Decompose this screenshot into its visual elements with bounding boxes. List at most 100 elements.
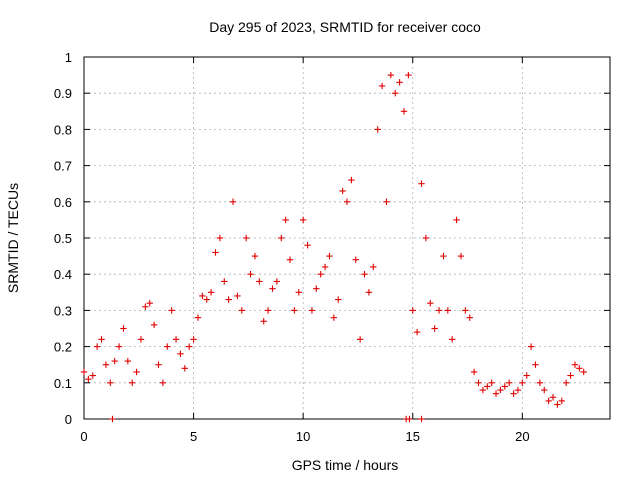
data-point xyxy=(348,176,355,184)
data-point xyxy=(405,71,412,79)
data-point xyxy=(475,379,482,386)
data-point xyxy=(343,198,351,205)
data-point xyxy=(260,318,267,325)
data-point xyxy=(109,415,116,423)
data-point xyxy=(562,379,570,386)
data-point xyxy=(541,386,548,394)
data-point xyxy=(282,216,289,224)
data-point xyxy=(238,307,245,314)
data-point xyxy=(229,198,237,205)
data-point xyxy=(124,357,132,365)
data-point xyxy=(326,252,333,260)
data-point xyxy=(383,198,390,205)
data-point xyxy=(370,263,377,271)
data-point xyxy=(549,394,557,401)
data-point xyxy=(501,383,508,390)
y-tick-label: 0.4 xyxy=(54,267,72,282)
data-point xyxy=(295,289,302,296)
data-point xyxy=(212,249,219,256)
data-point xyxy=(558,397,565,405)
data-point xyxy=(479,386,487,394)
x-tick-label: 20 xyxy=(515,429,529,444)
data-point xyxy=(93,343,101,350)
data-point xyxy=(137,336,145,343)
data-point xyxy=(107,379,114,386)
y-tick-label: 0.7 xyxy=(54,159,72,174)
data-point xyxy=(466,314,473,321)
data-point xyxy=(378,82,386,90)
data-point xyxy=(120,325,127,332)
data-point xyxy=(365,289,373,296)
data-point xyxy=(216,234,224,242)
data-point xyxy=(146,299,153,307)
data-point xyxy=(115,343,123,350)
data-point xyxy=(111,357,118,365)
y-tick-label: 1 xyxy=(65,50,72,65)
y-tick-label: 0.5 xyxy=(54,231,72,246)
data-point xyxy=(545,397,552,405)
data-point xyxy=(102,361,110,368)
data-point xyxy=(422,234,430,242)
data-point xyxy=(406,415,413,423)
y-tick-label: 0 xyxy=(65,412,72,427)
axis-ticks xyxy=(83,56,610,420)
data-point xyxy=(580,368,587,376)
y-tick-label: 0.1 xyxy=(54,376,72,391)
data-point xyxy=(484,383,491,390)
data-point xyxy=(251,252,259,260)
data-point xyxy=(273,278,281,285)
data-point xyxy=(361,271,368,278)
data-point xyxy=(142,303,149,310)
data-point xyxy=(225,296,232,303)
data-point xyxy=(242,234,250,242)
data-point xyxy=(453,216,460,224)
data-point xyxy=(567,372,574,379)
data-point xyxy=(190,336,197,343)
data-point xyxy=(431,325,438,332)
data-point xyxy=(85,375,92,383)
x-tick-label: 15 xyxy=(406,429,420,444)
data-point xyxy=(387,71,395,79)
y-axis-title: SRMTID / TECUs xyxy=(5,183,21,293)
data-point xyxy=(519,379,526,386)
data-point xyxy=(203,296,210,303)
data-point xyxy=(256,278,263,285)
chart-title: Day 295 of 2023, SRMTID for receiver coc… xyxy=(209,19,481,35)
data-point xyxy=(352,256,359,263)
data-point xyxy=(536,379,544,386)
data-point xyxy=(133,368,140,376)
data-point xyxy=(435,307,443,314)
data-point xyxy=(172,336,180,343)
data-point xyxy=(527,343,535,350)
data-point xyxy=(356,336,364,343)
data-point xyxy=(514,386,522,394)
data-point xyxy=(177,350,184,358)
data-point xyxy=(409,307,416,314)
axis-tick-labels: 00.10.20.30.40.50.60.70.80.910 5 10 15 20 xyxy=(54,50,530,444)
data-point xyxy=(291,307,298,314)
x-tick-label: 5 xyxy=(190,429,197,444)
data-point xyxy=(313,285,320,292)
x-axis-title: GPS time / hours xyxy=(292,457,399,473)
data-point xyxy=(444,307,452,314)
data-point xyxy=(510,390,517,397)
data-point xyxy=(532,361,539,368)
data-point xyxy=(286,256,294,263)
data-point xyxy=(150,321,158,329)
data-point xyxy=(304,242,311,249)
data-points xyxy=(80,71,587,423)
data-point xyxy=(80,368,88,376)
data-point xyxy=(335,296,342,303)
data-point xyxy=(457,252,465,260)
data-point xyxy=(129,379,136,386)
data-point xyxy=(470,368,478,376)
data-point xyxy=(554,401,561,408)
data-point xyxy=(571,361,579,368)
data-point xyxy=(330,314,338,321)
data-point xyxy=(497,386,504,394)
data-point xyxy=(339,187,346,195)
data-point xyxy=(317,271,324,278)
data-point xyxy=(89,372,96,379)
data-point xyxy=(488,379,495,386)
